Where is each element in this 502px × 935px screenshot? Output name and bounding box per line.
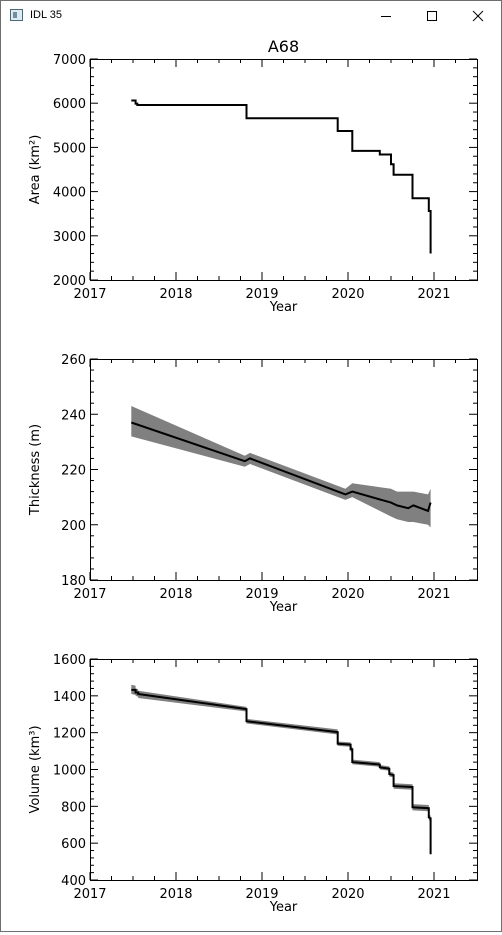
x-tick-label: 2017 <box>73 587 106 602</box>
y-tick-label: 1600 <box>53 653 86 668</box>
x-tick-label: 2018 <box>159 587 192 602</box>
x-tick-label: 2019 <box>245 887 278 902</box>
y-tick-label: 180 <box>61 574 86 589</box>
close-button[interactable] <box>455 1 501 31</box>
series-line <box>130 421 432 513</box>
series-line <box>131 99 432 254</box>
y-tick-label: 200 <box>61 519 86 534</box>
y-tick-label: 7000 <box>53 53 86 68</box>
y-tick-label: 1200 <box>53 727 86 742</box>
y-tick-label: 600 <box>61 837 86 852</box>
plot-area: 2017 2018 2019 2020 2021 2000 3000 4000 5000 6000… <box>2 32 502 931</box>
y-tick-label: 1400 <box>53 690 86 705</box>
chart-2: 2017 2018 2019 2020 2021 180 200 220 240 260 Year T… <box>28 353 478 615</box>
y-tick-label: 3000 <box>53 230 86 245</box>
plot-frame <box>90 59 478 281</box>
uncertainty-band <box>131 406 431 528</box>
title-bar[interactable]: IDL 35 <box>1 1 501 31</box>
chart-1: 2017 2018 2019 2020 2021 2000 3000 4000 5000 6000… <box>28 37 478 315</box>
app-icon <box>10 9 23 21</box>
x-axis-label: Year <box>269 600 298 615</box>
series-line <box>131 688 432 855</box>
chart-title: A68 <box>268 37 299 56</box>
x-tick-label: 2019 <box>245 287 278 302</box>
x-tick-label: 2019 <box>245 587 278 602</box>
x-tick-label: 2020 <box>331 287 364 302</box>
x-tick-label: 2017 <box>73 287 106 302</box>
y-tick-label: 800 <box>61 800 86 815</box>
y-axis-label: Thickness (m) <box>28 424 43 516</box>
y-tick-label: 220 <box>61 464 86 479</box>
y-tick-label: 2000 <box>53 274 86 289</box>
y-axis-label: Volume (km³) <box>28 725 43 813</box>
x-axis-label: Year <box>269 300 298 315</box>
charts-canvas: 2017 2018 2019 2020 2021 2000 3000 4000 5000 6000… <box>28 37 478 915</box>
window-title: IDL 35 <box>30 9 63 21</box>
chart-3: 2017 2018 2019 2020 2021 400 600 800 1000 1200 140… <box>28 653 478 915</box>
maximize-button[interactable] <box>409 1 455 31</box>
minimize-icon <box>381 16 391 17</box>
y-tick-label: 400 <box>61 874 86 889</box>
x-axis-label: Year <box>269 900 298 915</box>
x-tick-label: 2021 <box>417 287 450 302</box>
minimize-button[interactable] <box>363 1 409 31</box>
x-tick-label: 2020 <box>331 587 364 602</box>
x-tick-label: 2018 <box>159 887 192 902</box>
x-tick-label: 2018 <box>159 287 192 302</box>
x-tick-label: 2021 <box>417 887 450 902</box>
y-tick-label: 1000 <box>53 764 86 779</box>
y-tick-label: 260 <box>61 353 86 368</box>
x-tick-label: 2017 <box>73 887 106 902</box>
y-tick-label: 6000 <box>53 97 86 112</box>
y-tick-label: 4000 <box>53 186 86 201</box>
y-tick-label: 240 <box>61 408 86 423</box>
uncertainty-band <box>131 684 431 855</box>
maximize-icon <box>427 11 437 21</box>
x-tick-label: 2020 <box>331 887 364 902</box>
close-icon <box>472 10 484 22</box>
y-axis-label: Area (km²) <box>28 135 43 205</box>
y-tick-label: 5000 <box>53 141 86 156</box>
x-tick-label: 2021 <box>417 587 450 602</box>
